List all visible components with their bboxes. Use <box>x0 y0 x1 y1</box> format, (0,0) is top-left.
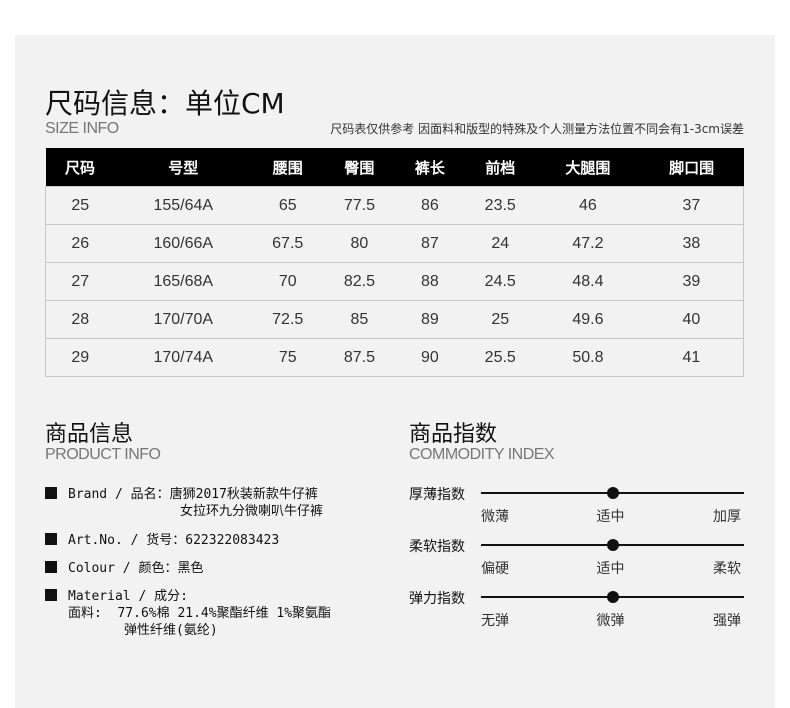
table-cell: 155/64A <box>114 186 252 225</box>
table-cell: 170/70A <box>114 300 252 339</box>
brand-text: Brand / 品名：唐狮2017秋装新款牛仔裤 <box>68 487 318 502</box>
table-cell: 48.4 <box>536 262 640 301</box>
index-level-marker <box>606 591 619 603</box>
index-label: 厚薄指数 <box>409 487 465 503</box>
table-row: 26 160/66A 67.5 80 87 24 47.2 38 <box>44 224 744 263</box>
table-cell: 89 <box>395 300 465 339</box>
index-mid-label: 适中 <box>596 509 625 525</box>
header-cell: 裤长 <box>395 148 465 187</box>
index-level-marker <box>606 539 619 551</box>
header-cell: 尺码 <box>45 148 115 187</box>
table-cell: 37 <box>639 186 744 225</box>
table-cell: 87.5 <box>323 338 396 377</box>
table-cell: 90 <box>395 338 465 377</box>
bullet-square-icon <box>45 533 57 545</box>
index-label: 弹力指数 <box>409 591 465 607</box>
table-cell: 25 <box>44 186 115 225</box>
material-text-line2: 面料: 77.6%棉 21.4%聚酯纤维 1%聚氨酯 <box>68 606 332 621</box>
colour-item: Colour / 颜色：黑色 <box>45 560 203 577</box>
table-cell: 86 <box>395 186 465 225</box>
header-cell: 大腿围 <box>536 148 640 187</box>
index-level-marker <box>606 487 619 499</box>
table-cell: 170/74A <box>114 338 252 377</box>
table-cell: 25 <box>464 300 537 339</box>
table-cell: 82.5 <box>323 262 396 301</box>
table-cell: 165/68A <box>114 262 252 301</box>
header-cell: 腰围 <box>251 148 324 187</box>
table-cell: 88 <box>395 262 465 301</box>
colour-text: Colour / 颜色：黑色 <box>68 561 204 576</box>
index-max-label: 加厚 <box>713 509 741 525</box>
table-cell: 29 <box>44 338 115 377</box>
brand-text-line2: 女拉环九分微喇叭牛仔裤 <box>180 504 324 519</box>
art-no-item: Art.No. / 货号：622322083423 <box>45 532 279 549</box>
table-cell: 50.8 <box>536 338 640 377</box>
table-cell: 67.5 <box>251 224 324 263</box>
table-cell: 24 <box>464 224 537 263</box>
table-cell: 27 <box>44 262 115 301</box>
table-row: 29 170/74A 75 87.5 90 25.5 50.8 41 <box>44 338 744 377</box>
size-info-title: 尺码信息：单位CM <box>45 87 285 120</box>
table-cell: 49.6 <box>536 300 640 339</box>
table-cell: 85 <box>323 300 396 339</box>
index-max-label: 柔软 <box>713 561 741 577</box>
commodity-index-subtitle: COMMODITY INDEX <box>409 446 555 463</box>
table-cell: 70 <box>251 262 324 301</box>
index-max-label: 强弹 <box>713 613 741 629</box>
table-cell: 41 <box>639 338 744 377</box>
table-cell: 28 <box>44 300 115 339</box>
table-cell: 24.5 <box>464 262 537 301</box>
index-mid-label: 微弹 <box>596 613 625 629</box>
index-label: 柔软指数 <box>409 539 465 555</box>
brand-item: Brand / 品名：唐狮2017秋装新款牛仔裤 <box>45 486 318 503</box>
index-mid-label: 适中 <box>596 561 625 577</box>
material-text-line3: 弹性纤维(氨纶) <box>124 623 218 638</box>
product-info-title: 商品信息 <box>45 422 134 447</box>
size-note: 尺码表仅供参考 因面料和版型的特殊及个人测量方法位置不同会有1-3cm误差 <box>330 122 744 136</box>
header-cell: 臀围 <box>323 148 396 187</box>
bullet-square-icon <box>45 561 57 573</box>
index-min-label: 无弹 <box>481 613 509 629</box>
material-text: Material / 成分: <box>68 589 188 604</box>
table-header-row: 尺码 号型 腰围 臀围 裤长 前档 大腿围 脚口围 <box>45 148 744 187</box>
table-cell: 47.2 <box>536 224 640 263</box>
table-cell: 25.5 <box>464 338 537 377</box>
header-cell: 脚口围 <box>639 148 744 187</box>
header-cell: 号型 <box>114 148 252 187</box>
table-cell: 38 <box>639 224 744 263</box>
table-cell: 77.5 <box>323 186 396 225</box>
table-cell: 87 <box>395 224 465 263</box>
table-cell: 26 <box>44 224 115 263</box>
art-no-text: Art.No. / 货号：622322083423 <box>68 533 280 548</box>
table-row: 25 155/64A 65 77.5 86 23.5 46 37 <box>44 186 744 225</box>
table-cell: 75 <box>251 338 324 377</box>
bullet-square-icon <box>45 487 57 499</box>
table-cell: 46 <box>536 186 640 225</box>
table-cell: 40 <box>639 300 744 339</box>
material-item: Material / 成分: <box>45 588 188 605</box>
header-cell: 前档 <box>464 148 537 187</box>
table-cell: 72.5 <box>251 300 324 339</box>
size-info-subtitle: SIZE INFO <box>45 120 119 137</box>
table-cell: 160/66A <box>114 224 252 263</box>
table-cell: 65 <box>251 186 324 225</box>
size-table: 尺码 号型 腰围 臀围 裤长 前档 大腿围 脚口围 25 155/64A 65 77.… <box>44 148 744 377</box>
table-cell: 23.5 <box>464 186 537 225</box>
bullet-square-icon <box>45 589 57 601</box>
table-cell: 39 <box>639 262 744 301</box>
table-row: 28 170/70A 72.5 85 89 25 49.6 40 <box>44 300 744 339</box>
table-cell: 80 <box>323 224 396 263</box>
commodity-index-title: 商品指数 <box>409 422 498 447</box>
table-row: 27 165/68A 70 82.5 88 24.5 48.4 39 <box>44 262 744 301</box>
index-min-label: 偏硬 <box>481 561 509 577</box>
product-info-subtitle: PRODUCT INFO <box>45 446 161 463</box>
index-min-label: 微薄 <box>481 509 509 525</box>
